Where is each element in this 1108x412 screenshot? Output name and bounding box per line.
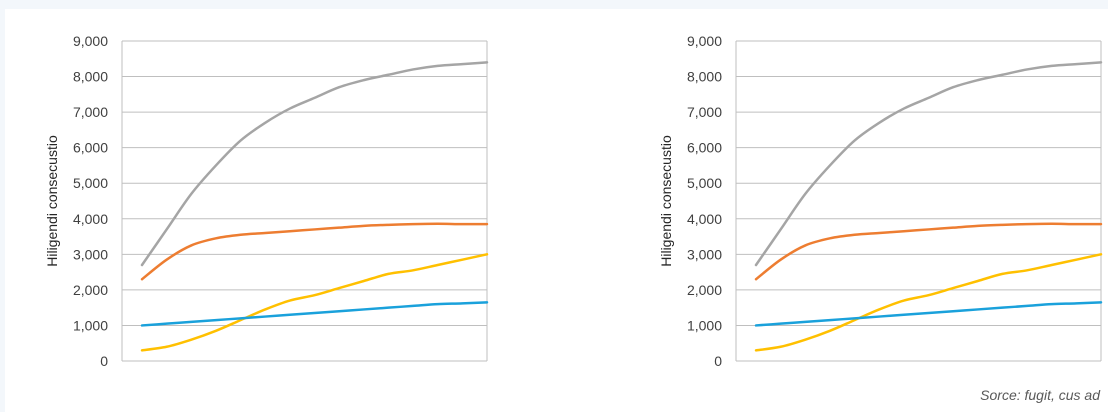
chart-left: 0 1,000 2,000 3,000 4,000 5,000 6,000 7,000 8,00… bbox=[44, 33, 489, 369]
y-tick-label: 8,000 bbox=[687, 69, 722, 85]
y-tick-label: 6,000 bbox=[73, 140, 108, 156]
chart-right: 0 1,000 2,000 3,000 4,000 5,000 6,000 7,000 8,00… bbox=[658, 33, 1103, 369]
series-line bbox=[754, 301, 1103, 327]
y-tick-label: 8,000 bbox=[73, 69, 108, 85]
series-line bbox=[754, 253, 1103, 352]
y-tick-label: 2,000 bbox=[687, 282, 722, 298]
y-tick-label: 3,000 bbox=[73, 246, 108, 262]
y-tick-label: 9,000 bbox=[73, 33, 108, 49]
series-line bbox=[140, 61, 489, 267]
y-tick-label: 7,000 bbox=[73, 104, 108, 120]
series-line bbox=[754, 61, 1103, 267]
y-tick-label: 4,000 bbox=[687, 211, 722, 227]
y-axis-title: Hiligendi consecustio bbox=[44, 135, 60, 267]
y-tick-label: 2,000 bbox=[73, 282, 108, 298]
y-axis-title: Hiligendi consecustio bbox=[658, 135, 674, 267]
y-tick-label: 0 bbox=[714, 353, 722, 369]
y-tick-label: 1,000 bbox=[687, 317, 722, 333]
y-tick-label: 5,000 bbox=[687, 175, 722, 191]
y-tick-label: 3,000 bbox=[687, 246, 722, 262]
series-line bbox=[754, 222, 1103, 281]
source-note: Sorce: fugit, cus ad bbox=[980, 387, 1100, 403]
series-line bbox=[140, 222, 489, 281]
y-tick-label: 0 bbox=[100, 353, 108, 369]
y-tick-label: 7,000 bbox=[687, 104, 722, 120]
y-tick-label: 1,000 bbox=[73, 317, 108, 333]
y-tick-label: 9,000 bbox=[687, 33, 722, 49]
y-tick-label: 6,000 bbox=[687, 140, 722, 156]
y-tick-label: 5,000 bbox=[73, 175, 108, 191]
series-line bbox=[140, 253, 489, 352]
y-tick-label: 4,000 bbox=[73, 211, 108, 227]
series-line bbox=[140, 301, 489, 327]
